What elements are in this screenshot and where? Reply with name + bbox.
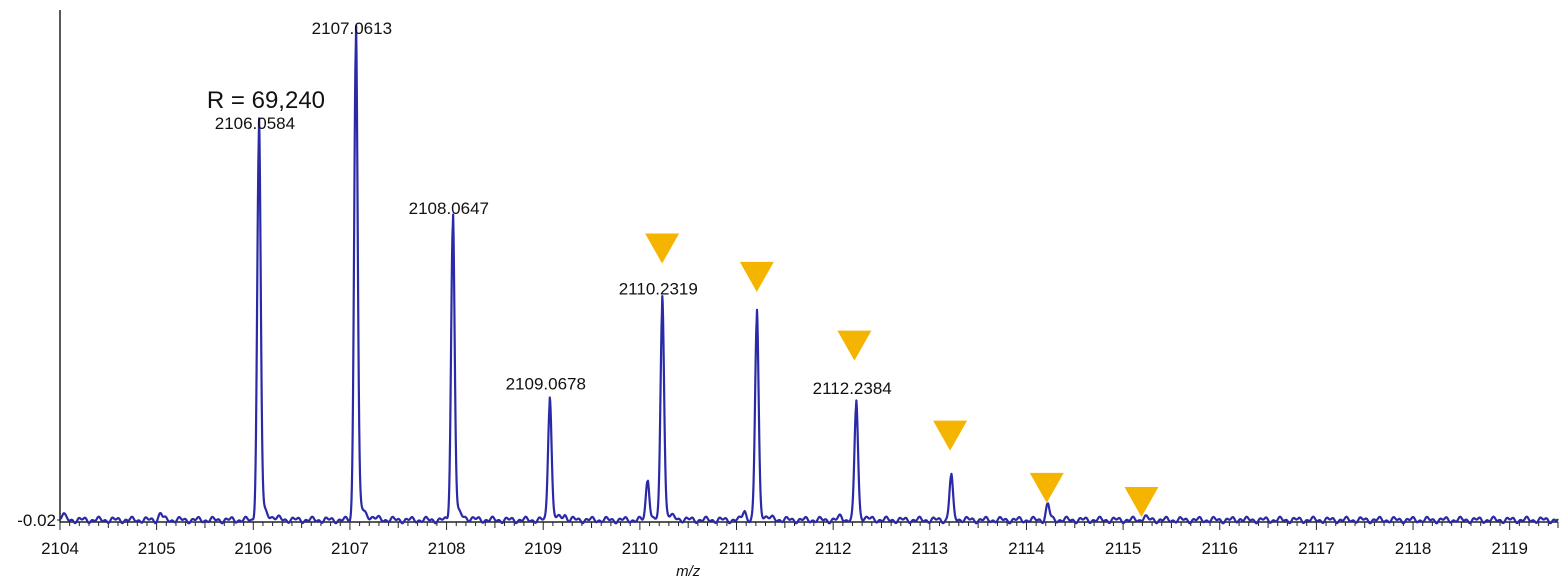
x-tick-label: 2105: [138, 539, 176, 558]
peak-label: 2108.0647: [409, 199, 489, 218]
x-tick-label: 2109: [524, 539, 562, 558]
x-tick-label: 2113: [912, 539, 949, 558]
isotope-marker-triangle: [645, 233, 680, 264]
isotope-marker-triangle: [933, 420, 968, 451]
x-tick-label: 2116: [1201, 539, 1238, 558]
x-tick-label: 2107: [331, 539, 369, 558]
x-tick-label: 2112: [815, 539, 852, 558]
x-tick-label: 2110: [622, 539, 659, 558]
peak-labels: 2106.0584 2107.0613 2108.0647 2109.0678 2110…: [215, 19, 892, 398]
isotope-marker-triangle: [837, 330, 872, 361]
spectrum-trace: [59, 24, 1559, 525]
spectrum-line: [59, 24, 1559, 525]
peak-label: 2107.0613: [312, 19, 392, 38]
y-tick-label: -0.02: [17, 511, 56, 530]
peak-label: 2112.2384: [813, 379, 892, 398]
x-tick-label: 2115: [1105, 539, 1142, 558]
x-tick-label: 2104: [41, 539, 79, 558]
axes: 2104 2105 2106 2107 2108 2109 2110 2111 2112 2113…: [41, 10, 1559, 558]
isotope-markers: [645, 233, 1159, 518]
isotope-marker-triangle: [739, 261, 774, 292]
x-tick-label: 2106: [234, 539, 272, 558]
peak-label: 2110.2319: [619, 280, 698, 299]
isotope-marker-triangle: [1029, 472, 1064, 503]
x-tick-label: 2118: [1395, 539, 1432, 558]
x-tick-label: 2117: [1298, 539, 1335, 558]
x-axis-label: m/z: [676, 563, 701, 580]
resolution-label: R = 69,240: [207, 87, 325, 114]
peak-label: 2109.0678: [506, 375, 586, 394]
x-tick-label: 2111: [719, 539, 754, 558]
x-tick-label: 2119: [1491, 539, 1528, 558]
x-tick-label: 2108: [428, 539, 466, 558]
peak-label: 2106.0584: [215, 114, 295, 133]
isotope-marker-triangle: [1124, 487, 1159, 518]
x-tick-label: 2114: [1008, 539, 1045, 558]
